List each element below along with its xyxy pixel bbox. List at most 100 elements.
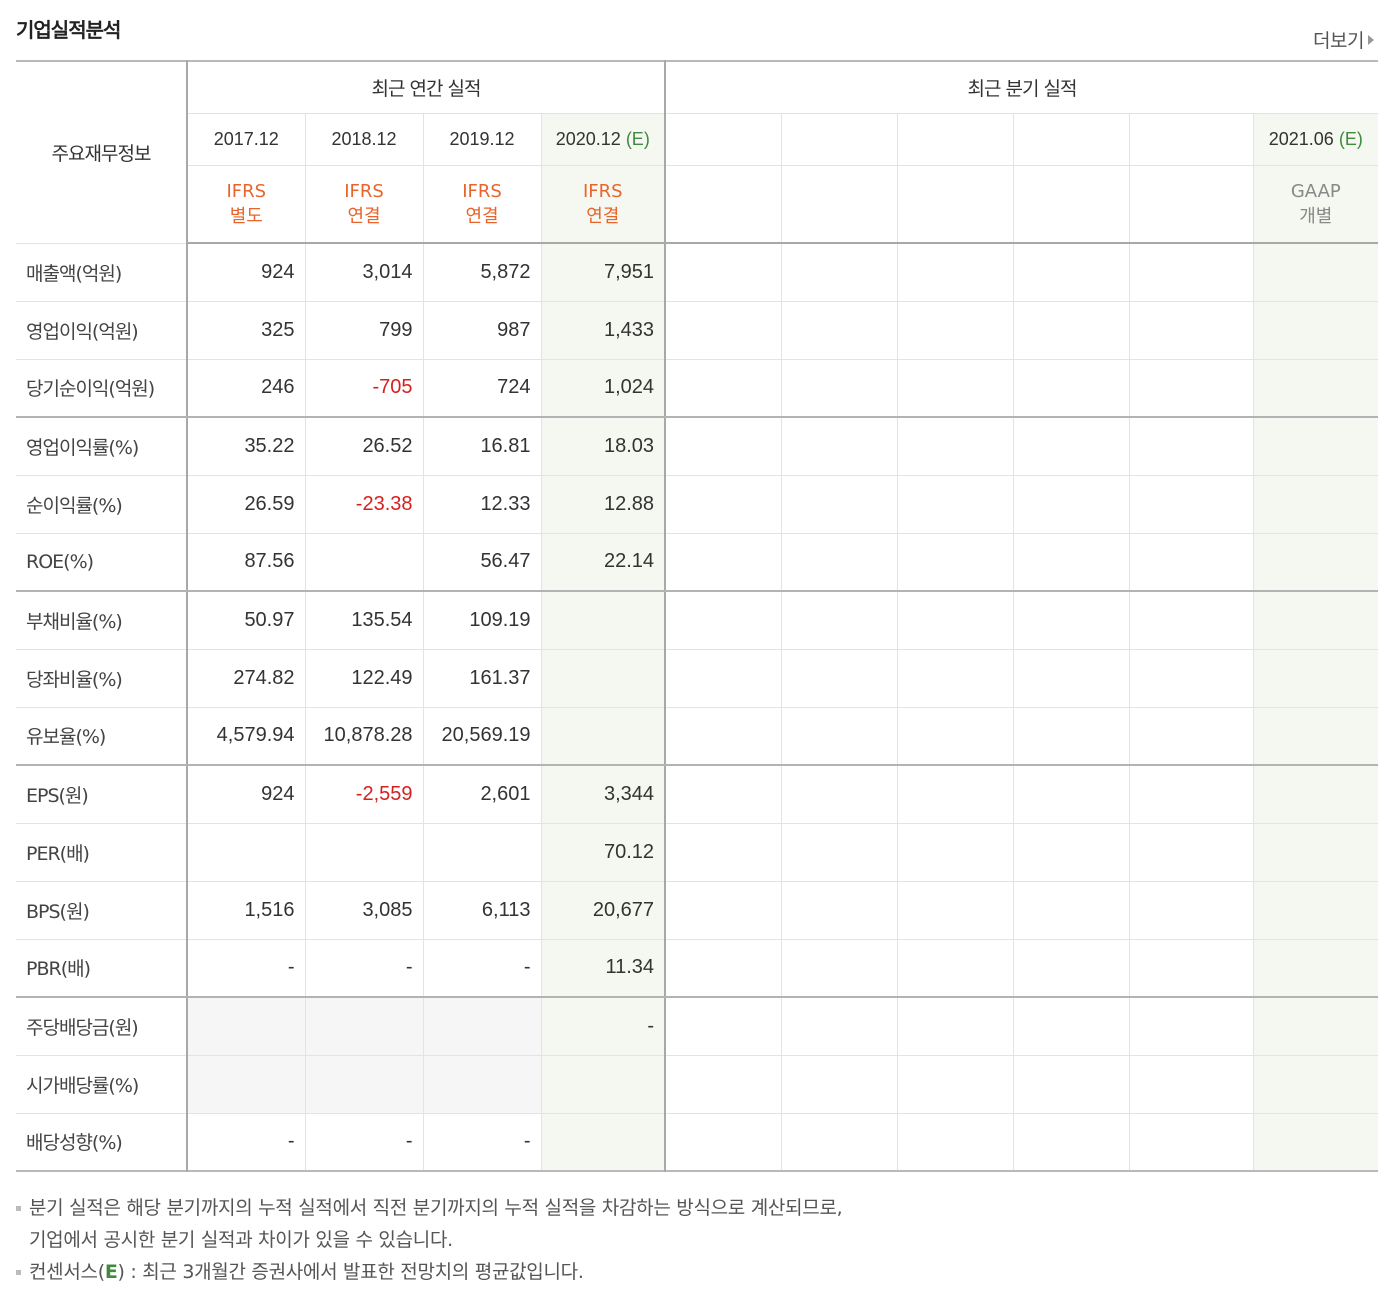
annual-value-cell: 924 (186, 242, 306, 302)
annual-value-cell: -2,559 (304, 764, 424, 824)
annual-value-cell: 12.33 (422, 474, 542, 534)
quarter-date-header (1012, 112, 1130, 166)
annual-value-cell: 274.82 (186, 648, 306, 708)
quarter-value-cell (896, 590, 1014, 650)
quarter-value-cell (780, 532, 898, 592)
quarter-value-cell (1128, 300, 1254, 360)
quarter-value-cell (664, 300, 782, 360)
accounting-standard: IFRS (462, 180, 502, 202)
quarter-accounting-header (664, 164, 782, 244)
quarter-value-cell (1012, 1054, 1130, 1114)
quarter-value-cell (1252, 1112, 1379, 1172)
accounting-standard: GAAP (1290, 180, 1341, 202)
table-row: 영업이익(억원) 325 799 987 1,433 (16, 300, 1379, 360)
annual-value-cell (304, 996, 424, 1056)
annual-value-cell: 135.54 (304, 590, 424, 650)
date-label: 2017.12 (213, 128, 279, 149)
annual-value-cell: - (186, 1112, 306, 1172)
annual-date-header: 2020.12 (E) (540, 112, 667, 166)
quarter-value-cell (896, 300, 1014, 360)
quarter-value-cell (1252, 706, 1379, 766)
date-label: 2021.06 (1268, 128, 1334, 149)
quarter-value-cell (1252, 764, 1379, 824)
quarter-date-header (1128, 112, 1254, 166)
quarter-value-cell (1128, 706, 1254, 766)
annual-value-cell (186, 996, 306, 1056)
note-1-cont: 기업에서 공시한 분기 실적과 차이가 있을 수 있습니다. (29, 1229, 453, 1251)
table-row: ROE(%) 87.56 56.47 22.14 (16, 532, 1379, 592)
quarter-value-cell (1252, 590, 1379, 650)
annual-value-cell: 1,516 (186, 880, 306, 940)
annual-value-cell: 1,433 (540, 300, 667, 360)
quarter-value-cell (1252, 532, 1379, 592)
quarter-value-cell (1252, 358, 1379, 418)
quarter-accounting-header (780, 164, 898, 244)
quarter-value-cell (1012, 822, 1130, 882)
quarter-date-header (780, 112, 898, 166)
quarter-accounting-header (896, 164, 1014, 244)
row-label: PER(배) (16, 822, 188, 882)
quarter-value-cell (780, 1054, 898, 1114)
quarter-value-cell (1012, 938, 1130, 998)
annual-accounting-header: IFRS 연결 (304, 164, 424, 244)
table-row: EPS(원) 924 -2,559 2,601 3,344 (16, 764, 1379, 824)
quarter-value-cell (1128, 1112, 1254, 1172)
quarter-value-cell (896, 996, 1014, 1056)
quarter-value-cell (1012, 474, 1130, 534)
annual-value-cell: - (540, 996, 667, 1056)
quarter-date-header: 2021.06 (E) (1252, 112, 1379, 166)
annual-date-header: 2019.12 (422, 112, 542, 166)
annual-value-cell (304, 532, 424, 592)
quarter-value-cell (896, 938, 1014, 998)
quarter-value-cell (1252, 880, 1379, 940)
annual-value-cell (422, 822, 542, 882)
annual-accounting-header: IFRS 별도 (187, 164, 306, 244)
quarter-value-cell (896, 358, 1014, 418)
quarter-value-cell (780, 242, 898, 302)
annual-value-cell: 1,024 (540, 358, 667, 418)
quarter-value-cell (664, 474, 782, 534)
quarter-group-header: 최근 분기 실적 (664, 60, 1379, 114)
annual-value-cell: 724 (422, 358, 542, 418)
annual-value-cell: 799 (304, 300, 424, 360)
annual-value-cell: 18.03 (540, 416, 667, 476)
quarter-value-cell (896, 880, 1014, 940)
quarter-value-cell (1128, 822, 1254, 882)
row-label: ROE(%) (16, 532, 188, 592)
quarter-value-cell (896, 474, 1014, 534)
more-link[interactable]: 더보기 (1313, 26, 1374, 53)
quarter-value-cell (780, 938, 898, 998)
table-row: 영업이익률(%) 35.22 26.52 16.81 18.03 (16, 416, 1379, 476)
bullet-icon (16, 1270, 21, 1275)
row-label: 매출액(억원) (16, 242, 188, 302)
quarter-value-cell (1128, 532, 1254, 592)
quarter-value-cell (896, 822, 1014, 882)
annual-value-cell (540, 1112, 667, 1172)
quarter-value-cell (1128, 474, 1254, 534)
annual-value-cell: 10,878.28 (304, 706, 424, 766)
more-link-label: 더보기 (1313, 30, 1364, 52)
row-label: 영업이익(억원) (16, 300, 188, 360)
annual-value-cell: - (186, 938, 306, 998)
annual-accounting-header: IFRS 연결 (422, 164, 542, 244)
quarter-value-cell (896, 1112, 1014, 1172)
annual-accounting-header: IFRS 연결 (540, 164, 667, 244)
annual-value-cell: 87.56 (186, 532, 306, 592)
quarter-accounting-header: GAAP 개별 (1252, 164, 1379, 244)
quarter-value-cell (1012, 880, 1130, 940)
annual-value-cell (304, 1054, 424, 1114)
quarter-value-cell (1012, 416, 1130, 476)
quarter-accounting-header (1128, 164, 1254, 244)
quarter-value-cell (780, 474, 898, 534)
accounting-standard: IFRS (344, 180, 384, 202)
quarter-value-cell (1128, 764, 1254, 824)
note-2: 컨센서스(E) : 최근 3개월간 증권사에서 발표한 전망치의 평균값입니다. (16, 1256, 842, 1288)
quarter-value-cell (664, 938, 782, 998)
quarter-value-cell (664, 648, 782, 708)
quarter-value-cell (1012, 706, 1130, 766)
quarter-value-cell (1012, 358, 1130, 418)
quarter-value-cell (896, 706, 1014, 766)
annual-value-cell: 987 (422, 300, 542, 360)
annual-value-cell: 12.88 (540, 474, 667, 534)
bullet-icon (16, 1206, 21, 1211)
